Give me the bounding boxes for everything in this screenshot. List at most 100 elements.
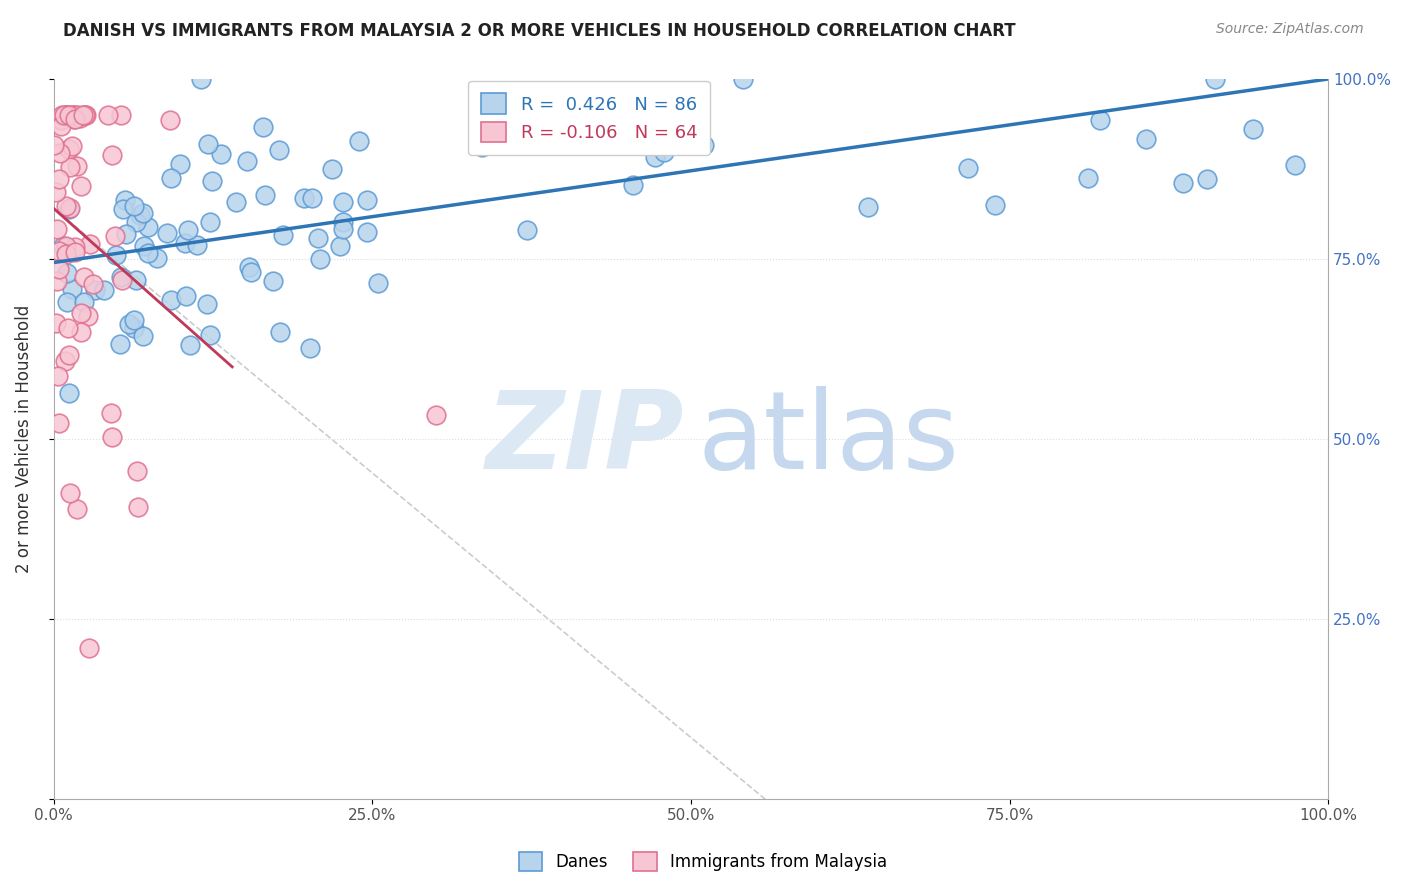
Point: [267, 143, 290, 157]
Point: [127, 464, 149, 478]
Point: [321, 161, 343, 176]
Point: [1204, 72, 1226, 87]
Point: [111, 202, 134, 216]
Point: [79, 236, 101, 251]
Legend: R =  0.426   N = 86, R = -0.106   N = 64: R = 0.426 N = 86, R = -0.106 N = 64: [468, 81, 710, 155]
Point: [49, 119, 72, 133]
Point: [693, 137, 716, 152]
Point: [97, 108, 120, 122]
Point: [46, 369, 69, 384]
Point: [156, 227, 179, 241]
Point: [77, 310, 100, 324]
Point: [48, 172, 70, 186]
Point: [72, 295, 94, 310]
Point: [200, 327, 222, 342]
Point: [63, 112, 86, 127]
Point: [332, 214, 354, 228]
Point: [63, 245, 86, 260]
Point: [1077, 171, 1099, 186]
Point: [198, 215, 221, 229]
Point: [160, 171, 183, 186]
Point: [58, 202, 80, 217]
Point: [1284, 158, 1306, 172]
Point: [127, 500, 149, 514]
Point: [58, 386, 80, 401]
Point: [252, 120, 274, 134]
Text: atlas: atlas: [697, 386, 959, 491]
Point: [110, 270, 132, 285]
Point: [60, 139, 83, 153]
Point: [55, 108, 77, 122]
Point: [63, 108, 86, 122]
Point: [308, 252, 330, 267]
Point: [48, 416, 70, 430]
Point: [225, 194, 247, 209]
Point: [51, 108, 73, 122]
Point: [65, 240, 87, 254]
Point: [516, 223, 538, 237]
Point: [983, 197, 1005, 211]
Point: [55, 199, 77, 213]
Point: [307, 231, 329, 245]
Point: [190, 72, 212, 87]
Point: [332, 194, 354, 209]
Point: [132, 329, 155, 343]
Point: [110, 337, 132, 351]
Point: [301, 191, 323, 205]
Point: [125, 273, 148, 287]
Point: [73, 269, 96, 284]
Point: [93, 283, 115, 297]
Point: [856, 200, 879, 214]
Point: [652, 145, 675, 160]
Y-axis label: 2 or more Vehicles in Household: 2 or more Vehicles in Household: [15, 305, 32, 573]
Point: [356, 226, 378, 240]
Point: [623, 178, 645, 192]
Point: [356, 193, 378, 207]
Point: [101, 148, 124, 162]
Point: [1135, 132, 1157, 146]
Point: [209, 147, 232, 161]
Point: [60, 108, 83, 122]
Point: [58, 349, 80, 363]
Point: [136, 246, 159, 260]
Point: [59, 201, 82, 215]
Point: [125, 215, 148, 229]
Point: [52, 108, 75, 122]
Point: [73, 108, 96, 122]
Point: [174, 236, 197, 251]
Point: [70, 325, 93, 339]
Point: [292, 191, 315, 205]
Point: [197, 136, 219, 151]
Point: [66, 501, 89, 516]
Point: [299, 341, 322, 355]
Point: [56, 295, 79, 310]
Point: [62, 108, 84, 122]
Text: ZIP: ZIP: [486, 386, 685, 491]
Point: [66, 108, 89, 122]
Point: [63, 112, 86, 126]
Point: [44, 138, 66, 153]
Point: [84, 284, 107, 298]
Point: [329, 239, 352, 253]
Point: [129, 208, 152, 222]
Point: [100, 406, 122, 420]
Point: [240, 265, 263, 279]
Point: [195, 297, 218, 311]
Point: [169, 157, 191, 171]
Point: [100, 429, 122, 443]
Point: [957, 161, 980, 175]
Point: [65, 159, 87, 173]
Point: [103, 228, 125, 243]
Point: [58, 108, 80, 122]
Point: [45, 316, 67, 330]
Point: [56, 108, 79, 122]
Point: [45, 222, 67, 236]
Point: [160, 293, 183, 308]
Point: [114, 193, 136, 207]
Point: [177, 223, 200, 237]
Point: [201, 173, 224, 187]
Point: [271, 227, 294, 242]
Point: [1088, 112, 1111, 127]
Point: [644, 150, 666, 164]
Point: [238, 260, 260, 275]
